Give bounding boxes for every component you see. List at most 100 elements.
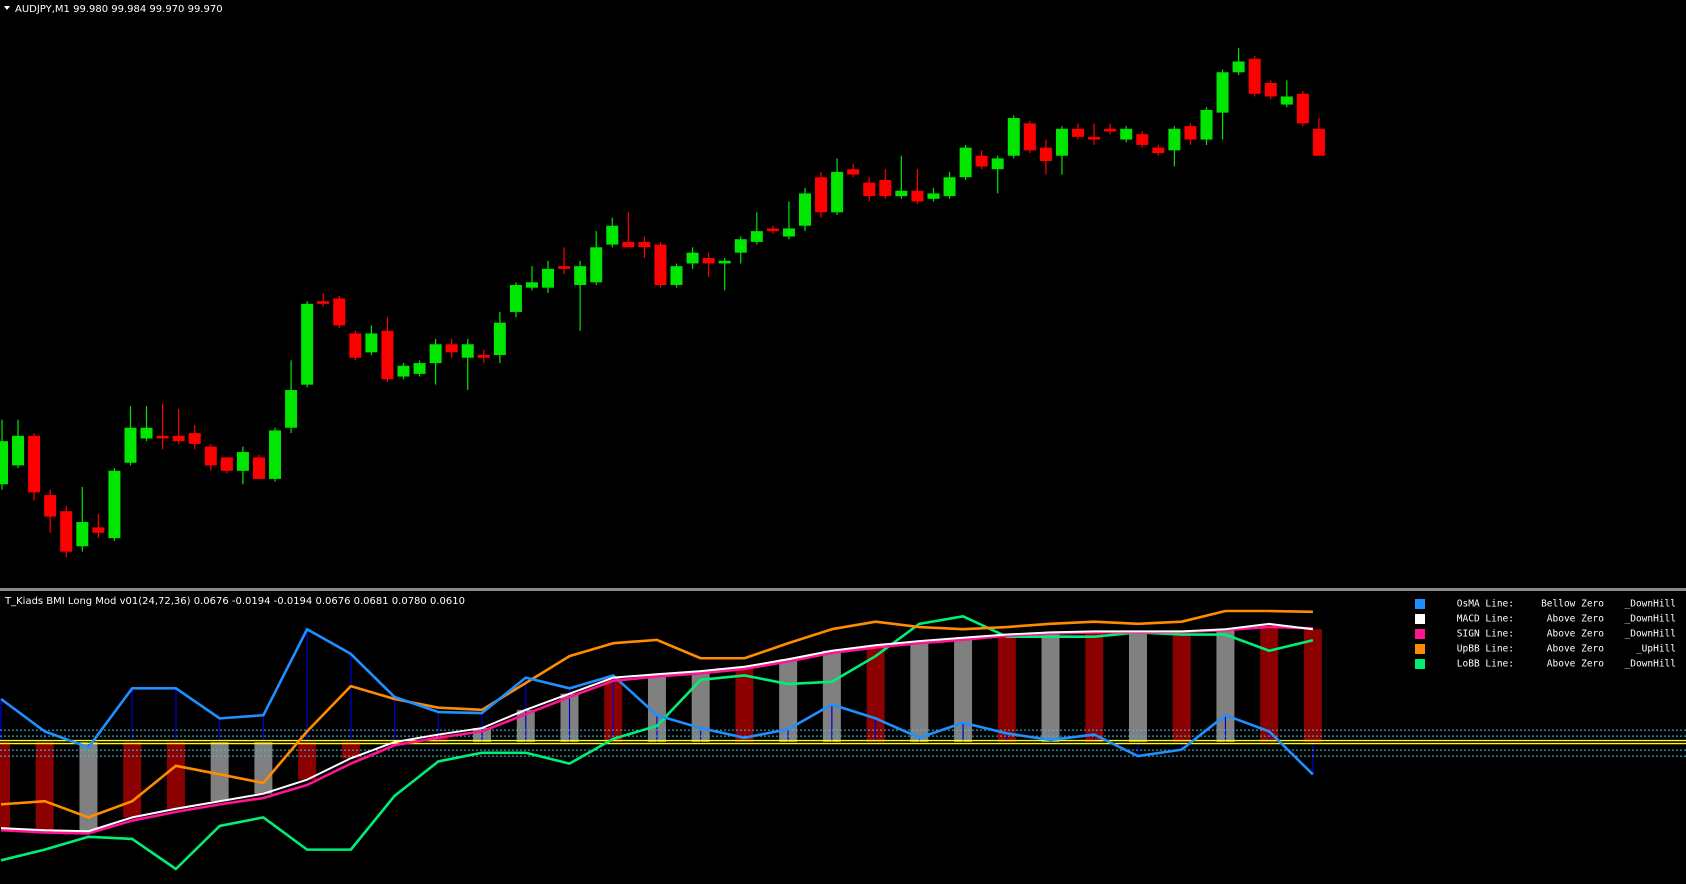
price-chart: [0, 48, 1325, 557]
candle-body: [285, 390, 298, 428]
histogram-bar: [1216, 629, 1235, 743]
legend-state: Above Zero: [1547, 629, 1604, 640]
candle-body: [975, 155, 988, 167]
legend-name: UpBB Line:: [1457, 644, 1514, 655]
legend-trend: _DownHill: [1625, 659, 1676, 670]
candle-body: [381, 330, 394, 380]
histogram-bar: [1128, 631, 1147, 743]
legend-swatch: [1415, 599, 1425, 609]
candle-body: [670, 266, 683, 285]
candle-body: [734, 239, 747, 253]
legend-state: Above Zero: [1547, 644, 1604, 655]
legend-name: OsMA Line:: [1457, 599, 1514, 610]
legend-trend: _UpHill: [1636, 644, 1676, 655]
candle-body: [590, 247, 603, 283]
indicator-line: [0, 627, 1314, 776]
candle-body: [124, 427, 137, 463]
candle-body: [493, 322, 506, 356]
candle-body: [429, 344, 442, 364]
legend-state: Above Zero: [1547, 614, 1604, 625]
candle-body: [1248, 58, 1261, 94]
candle-body: [333, 298, 346, 326]
indicator-legend: OsMA Line: Bellow Zero _DownHill MACD Line:…: [1415, 599, 1676, 670]
candle-body: [1088, 136, 1101, 140]
legend-state: Above Zero: [1547, 659, 1604, 670]
candle-body: [638, 241, 651, 248]
legend-swatch: [1415, 629, 1425, 639]
candle-body: [686, 252, 699, 264]
legend-swatch: [1415, 614, 1425, 624]
histogram-bar: [1260, 623, 1279, 743]
legend-name: LoBB Line:: [1457, 659, 1514, 670]
histogram-bar: [341, 742, 360, 759]
candle-body: [445, 344, 458, 353]
histogram-bar: [1172, 631, 1191, 743]
candle-body: [349, 333, 362, 358]
candle-body: [1312, 128, 1325, 156]
candle-body: [220, 457, 233, 471]
candle-body: [140, 427, 153, 439]
candle-body: [879, 179, 892, 197]
candle-body: [542, 268, 555, 288]
candle-body: [1136, 134, 1149, 145]
candle-body: [301, 303, 314, 385]
window-separator: [0, 588, 1686, 591]
candle-body: [44, 495, 57, 517]
candle-body: [1120, 128, 1133, 140]
candle-body: [959, 147, 972, 178]
candle-body: [204, 446, 217, 466]
candle-body: [28, 435, 41, 493]
histogram-bar: [779, 659, 798, 743]
candle-body: [702, 258, 715, 264]
indicator-header: T_Kiads BMI Long Mod v01(24,72,36) 0.067…: [4, 596, 465, 607]
candle-body: [1168, 128, 1181, 151]
histogram-bar: [123, 742, 142, 818]
candle-body: [76, 521, 89, 547]
histogram-bar: [35, 742, 54, 831]
histogram-bar: [79, 742, 98, 832]
indicator-line: [0, 625, 1313, 835]
candle-body: [911, 190, 924, 202]
candle-body: [92, 527, 105, 533]
main-chart-header: AUDJPY,M1 99.980 99.984 99.970 99.970: [15, 4, 223, 15]
candle-body: [1280, 96, 1293, 105]
candle-body: [1007, 118, 1020, 156]
candle-body: [252, 457, 265, 479]
candle-body: [1200, 109, 1213, 140]
candle-body: [991, 158, 1004, 170]
histogram-bar: [954, 637, 973, 743]
candle-body: [525, 282, 538, 288]
candle-body: [397, 365, 410, 377]
indicator-line: [0, 622, 1314, 833]
candle-body: [1232, 61, 1245, 73]
candle-body: [477, 355, 490, 358]
candle-body: [188, 433, 201, 444]
candle-body: [895, 190, 908, 197]
candle-body: [574, 266, 587, 285]
legend-name: MACD Line:: [1457, 614, 1514, 625]
histogram-bar: [647, 674, 666, 743]
candle-body: [1152, 147, 1165, 154]
candle-body: [12, 435, 25, 466]
candle-body: [927, 193, 940, 199]
candle-body: [509, 284, 522, 312]
candle-body: [831, 171, 844, 213]
candle-body: [1039, 147, 1052, 162]
legend-name: SIGN Line:: [1457, 629, 1514, 640]
indicator-line: [0, 615, 1314, 871]
histogram-bar: [1303, 629, 1322, 743]
candle-body: [108, 470, 121, 539]
histogram-bar: [210, 742, 229, 802]
symbol-menu-arrow[interactable]: [4, 6, 10, 10]
histogram-bar: [822, 650, 841, 743]
candle-body: [317, 301, 330, 304]
candle-body: [606, 225, 619, 245]
candle-body: [799, 193, 811, 226]
candle-body: [461, 344, 474, 358]
histogram-bar: [166, 742, 185, 809]
candle-body: [622, 241, 635, 248]
candle-body: [1072, 128, 1085, 137]
candle-body: [0, 441, 8, 485]
